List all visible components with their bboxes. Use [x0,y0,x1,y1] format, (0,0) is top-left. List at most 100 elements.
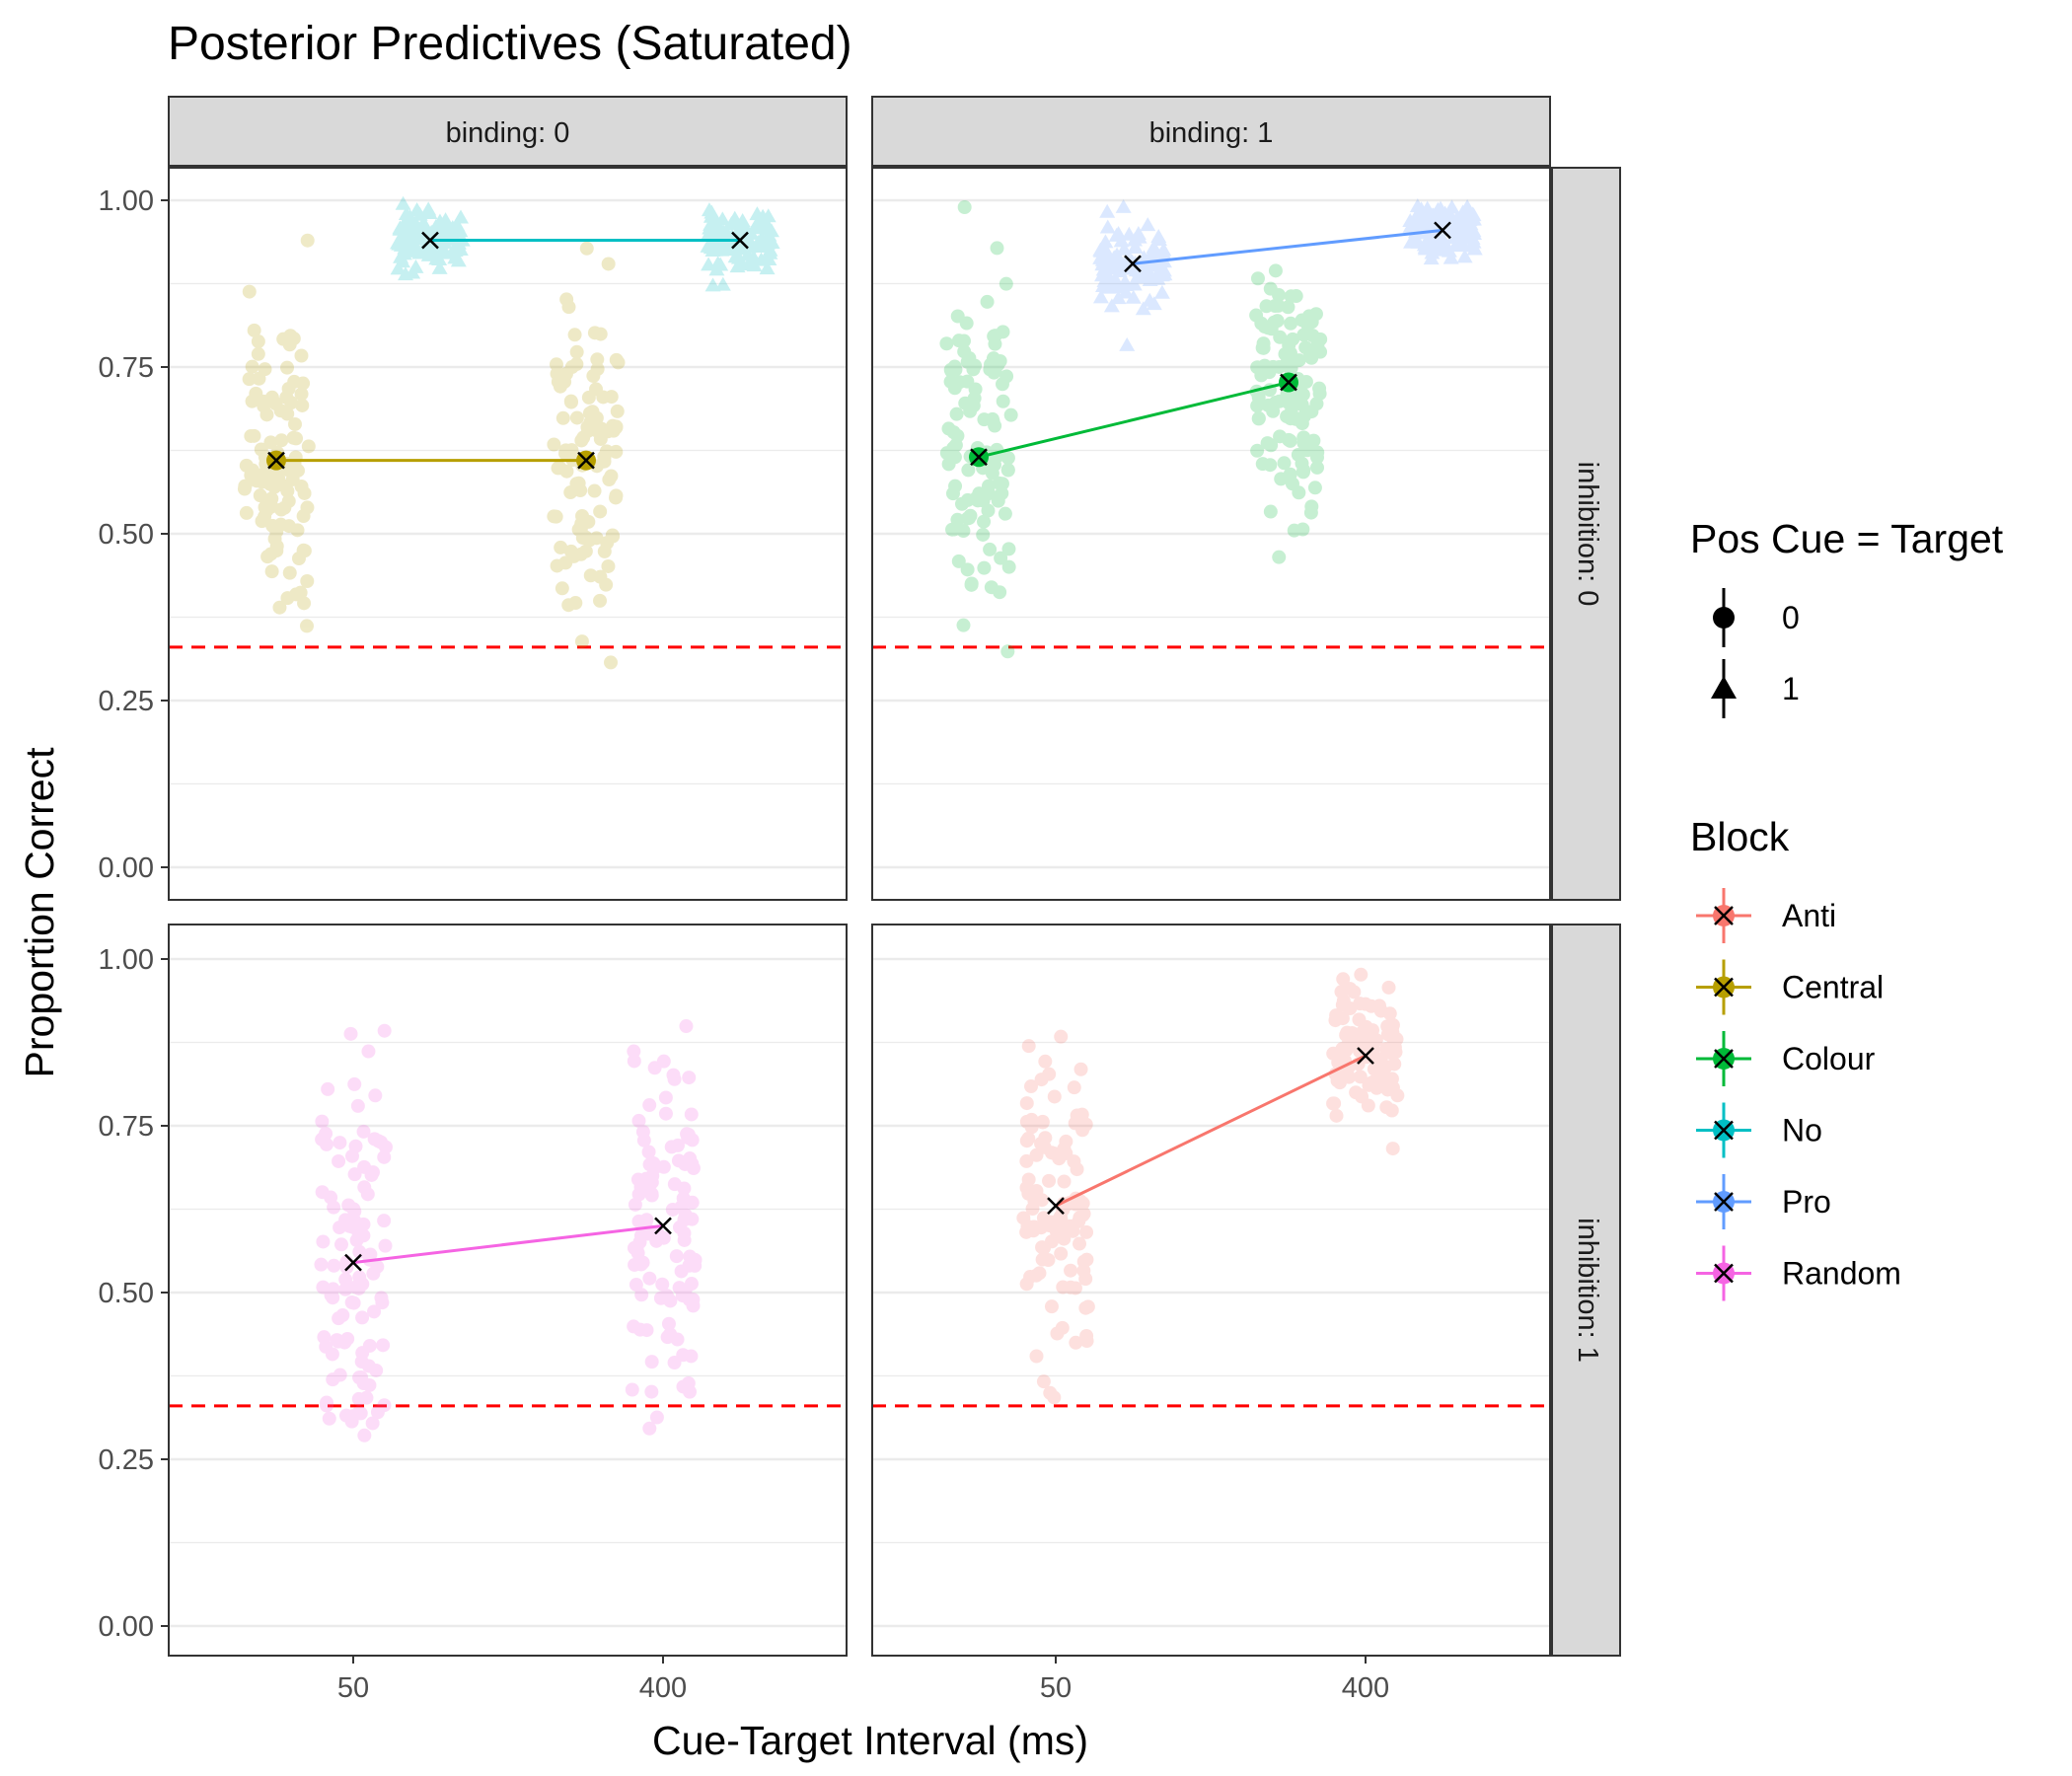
draw-point-triangle [1147,246,1164,260]
draw-point-triangle [723,228,740,243]
draw-point-circle [1367,1031,1381,1046]
draw-point-triangle [712,257,729,271]
draw-point-circle [996,325,1010,339]
draw-point-circle [1278,346,1293,361]
draw-point-triangle [729,259,746,273]
draw-point-circle [369,1363,384,1377]
draw-point-circle [370,1405,385,1420]
draw-point-circle [1303,505,1318,520]
draw-point-circle [629,1278,643,1293]
draw-point-circle [985,466,999,481]
draw-point-triangle [410,225,427,240]
draw-point-circle [1249,308,1264,323]
draw-point-triangle [1142,272,1158,287]
draw-point-triangle [703,216,719,231]
draw-point-triangle [1150,228,1167,243]
draw-point-triangle [1154,266,1171,281]
draw-point-circle [679,1019,694,1034]
draw-point-circle [574,634,589,649]
legend-label-pro: Pro [1782,1184,1831,1220]
draw-point-triangle [410,231,427,246]
draw-point-circle [259,407,274,422]
draw-point-circle [1280,356,1295,371]
x-mark-stroke [1124,255,1142,273]
y-tick-label: 0.75 [99,1111,154,1143]
draw-point-circle [582,406,597,420]
draw-point-circle [1266,359,1281,374]
draw-point-circle [1310,445,1325,460]
draw-point-circle [604,655,619,670]
draw-point-circle [1363,1035,1377,1050]
draw-point-circle [1354,967,1369,982]
draw-point-triangle [752,214,769,229]
draw-point-circle [1295,522,1310,537]
draw-point-circle [357,1159,372,1174]
draw-point-circle [553,379,567,394]
draw-point-triangle [1421,215,1438,230]
draw-point-circle [642,1421,657,1436]
draw-point-circle [1063,1219,1077,1233]
draw-point-circle [1001,559,1016,574]
draw-point-circle [1378,1074,1393,1089]
draw-point-circle [354,1370,369,1385]
draw-point-circle [1251,410,1266,425]
draw-point-circle [1304,405,1319,419]
draw-point-triangle [1423,216,1440,231]
draw-point-circle [951,554,966,568]
draw-point-triangle [1447,238,1464,253]
draw-point-triangle [1109,259,1126,274]
draw-point-circle [1257,358,1272,373]
draw-point-circle [961,463,976,478]
draw-point-triangle [753,237,770,252]
draw-point-circle [257,399,271,413]
draw-point-circle [348,1139,363,1153]
draw-point-circle [609,444,624,459]
draw-point-triangle [1092,243,1109,258]
draw-point-triangle [1406,212,1423,227]
draw-point-circle [1313,332,1328,346]
draw-point-circle [632,1234,647,1249]
draw-point-circle [672,1281,687,1295]
draw-point-circle [982,486,997,501]
draw-point-triangle [1417,215,1434,230]
draw-point-triangle [1425,207,1442,222]
draw-point-circle [1268,299,1283,314]
draw-point-circle [998,506,1012,521]
draw-point-circle [999,276,1013,291]
draw-point-circle [681,1376,696,1391]
draw-point-circle [355,1277,370,1292]
draw-point-circle [1064,1280,1078,1295]
draw-point-circle [686,1160,701,1175]
draw-point-circle [583,414,598,429]
draw-point-circle [563,394,578,408]
draw-point-circle [1367,1062,1381,1076]
draw-point-triangle [739,247,756,261]
y-tick-label: 0.75 [99,352,154,384]
mean-marker-random [344,1253,362,1272]
draw-point-circle [1019,1224,1034,1239]
draw-point-circle [262,477,277,491]
draw-point-circle [573,547,588,561]
draw-point-circle [251,334,265,349]
draw-point-circle [1025,1202,1040,1217]
draw-point-circle [269,539,284,554]
draw-point-triangle [445,245,462,259]
draw-point-triangle [1421,230,1438,245]
draw-point-triangle [707,242,724,257]
draw-point-circle [631,1187,646,1202]
draw-point-circle [1388,1045,1403,1060]
draw-point-circle [1344,1033,1359,1048]
draw-point-circle [949,407,964,421]
draw-point-circle [259,474,274,488]
draw-point-circle [593,569,608,584]
draw-point-circle [1379,1044,1394,1059]
draw-point-circle [1272,550,1287,564]
draw-point-triangle [706,237,723,252]
draw-point-circle [1281,300,1295,315]
draw-point-circle [563,544,578,558]
draw-point-triangle [740,239,757,254]
draw-point-circle [297,596,312,611]
draw-point-circle [583,568,598,583]
draw-point-circle [378,1140,393,1154]
x-tick-label: 50 [1040,1672,1072,1704]
